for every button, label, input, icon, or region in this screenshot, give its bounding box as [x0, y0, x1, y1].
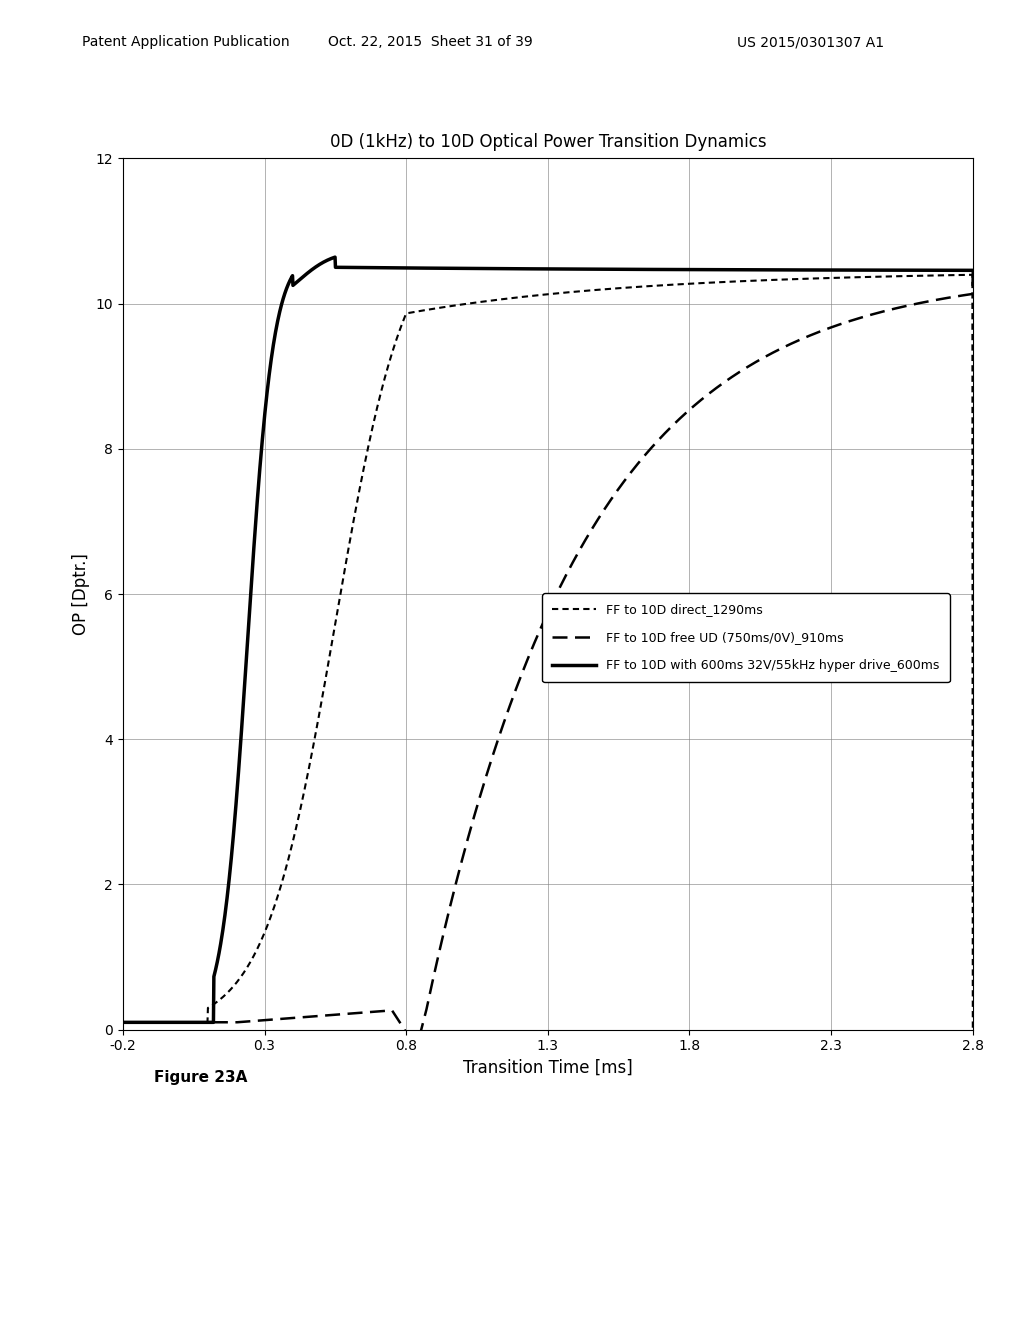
Legend: FF to 10D direct_1290ms, FF to 10D free UD (750ms/0V)_910ms, FF to 10D with 600m: FF to 10D direct_1290ms, FF to 10D free …	[543, 593, 949, 682]
FF to 10D with 600ms 32V/55kHz hyper drive_600ms	[160, 1014, 172, 1030]
FF to 10D free UD (750ms/0V)_910ms	[411, 1047, 423, 1063]
Y-axis label: OP [Dptr.]: OP [Dptr.]	[72, 553, 90, 635]
Line: FF to 10D with 600ms 32V/55kHz hyper drive_600ms: FF to 10D with 600ms 32V/55kHz hyper dri…	[123, 257, 973, 1022]
FF to 10D direct_1290ms	[160, 1014, 172, 1030]
Line: FF to 10D direct_1290ms: FF to 10D direct_1290ms	[123, 275, 973, 1030]
FF to 10D with 600ms 32V/55kHz hyper drive_600ms	[967, 263, 979, 279]
FF to 10D direct_1290ms	[967, 1022, 979, 1038]
FF to 10D with 600ms 32V/55kHz hyper drive_600ms	[117, 1014, 129, 1030]
FF to 10D with 600ms 32V/55kHz hyper drive_600ms	[530, 261, 543, 277]
FF to 10D direct_1290ms	[530, 288, 543, 304]
FF to 10D with 600ms 32V/55kHz hyper drive_600ms	[942, 263, 954, 279]
FF to 10D direct_1290ms	[786, 272, 799, 288]
FF to 10D free UD (750ms/0V)_910ms	[117, 1014, 129, 1030]
FF to 10D direct_1290ms	[508, 290, 520, 306]
FF to 10D free UD (750ms/0V)_910ms	[942, 290, 954, 306]
Text: US 2015/0301307 A1: US 2015/0301307 A1	[737, 36, 885, 49]
X-axis label: Transition Time [ms]: Transition Time [ms]	[463, 1059, 633, 1077]
FF to 10D direct_1290ms	[117, 1014, 129, 1030]
FF to 10D free UD (750ms/0V)_910ms	[967, 263, 979, 279]
FF to 10D free UD (750ms/0V)_910ms	[942, 290, 954, 306]
Text: Patent Application Publication: Patent Application Publication	[82, 36, 290, 49]
FF to 10D with 600ms 32V/55kHz hyper drive_600ms	[508, 261, 520, 277]
FF to 10D free UD (750ms/0V)_910ms	[508, 686, 520, 702]
FF to 10D direct_1290ms	[942, 267, 954, 282]
Text: Figure 23A: Figure 23A	[154, 1071, 247, 1085]
FF to 10D free UD (750ms/0V)_910ms	[530, 630, 543, 645]
Title: 0D (1kHz) to 10D Optical Power Transition Dynamics: 0D (1kHz) to 10D Optical Power Transitio…	[330, 133, 766, 152]
FF to 10D direct_1290ms	[967, 267, 979, 282]
Text: Oct. 22, 2015  Sheet 31 of 39: Oct. 22, 2015 Sheet 31 of 39	[328, 36, 532, 49]
FF to 10D with 600ms 32V/55kHz hyper drive_600ms	[329, 249, 341, 265]
Line: FF to 10D free UD (750ms/0V)_910ms: FF to 10D free UD (750ms/0V)_910ms	[123, 271, 973, 1055]
FF to 10D with 600ms 32V/55kHz hyper drive_600ms	[786, 261, 799, 277]
FF to 10D direct_1290ms	[942, 267, 954, 282]
FF to 10D free UD (750ms/0V)_910ms	[786, 335, 799, 351]
FF to 10D with 600ms 32V/55kHz hyper drive_600ms	[942, 263, 954, 279]
FF to 10D free UD (750ms/0V)_910ms	[160, 1014, 172, 1030]
